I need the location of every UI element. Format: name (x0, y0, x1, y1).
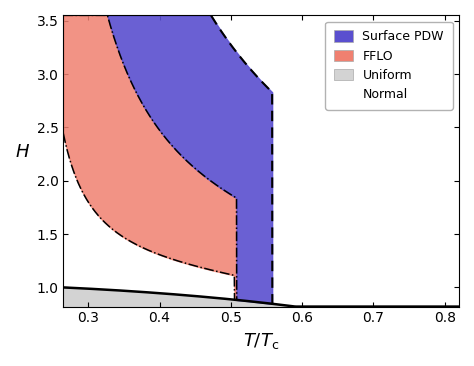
Y-axis label: $H$: $H$ (15, 143, 30, 161)
Legend: Surface PDW, FFLO, Uniform, Normal: Surface PDW, FFLO, Uniform, Normal (325, 22, 453, 110)
X-axis label: $T/T_\mathrm{c}$: $T/T_\mathrm{c}$ (243, 331, 279, 351)
